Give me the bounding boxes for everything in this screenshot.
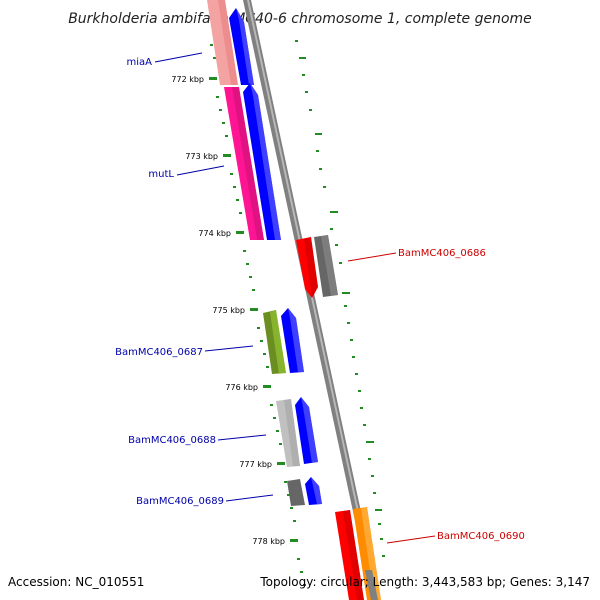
outer-scale-major-ticks: [209, 77, 298, 542]
backbone-bottom-overlay: [365, 570, 378, 600]
tick-label-778: 778 kbp: [252, 537, 285, 546]
outer-scale-dots: [210, 44, 306, 586]
label-mia-a[interactable]: miaA: [127, 57, 153, 68]
gene-bam0686-gray-shade: [321, 235, 338, 296]
gene-mia-a-outer-shade: [218, 0, 238, 85]
label-bam0690[interactable]: BamMC406_0690: [437, 531, 525, 542]
tick-label-777: 777 kbp: [239, 460, 272, 469]
accession-text: Accession: NC_010551: [8, 575, 144, 589]
gene-bam0689-blue-shade: [311, 477, 322, 504]
gene-bam0688-gray-shade: [284, 399, 300, 466]
gene-bam0687-olive-shade: [270, 310, 286, 374]
backbone-highlight: [247, 0, 378, 600]
gene-bam0690-red-shade: [343, 510, 364, 600]
gene-mut-l-inner-shade: [250, 83, 281, 240]
leader-lines: [154, 52, 436, 544]
tick-label-776: 776 kbp: [225, 383, 258, 392]
label-bam0687[interactable]: BamMC406_0687: [115, 347, 203, 358]
gene-mia-a-inner-shade: [236, 8, 254, 85]
label-mut-l[interactable]: mutL: [148, 169, 174, 180]
tick-label-772: 772 kbp: [171, 75, 204, 84]
label-bam0686[interactable]: BamMC406_0686: [398, 248, 486, 259]
gene-bam0690-orange-shade: [361, 507, 381, 600]
gene-mut-l-outer-shade: [232, 87, 264, 240]
label-bam0688[interactable]: BamMC406_0688: [128, 435, 216, 446]
inner-scale-dots: [295, 40, 385, 557]
gene-bam0687-blue-shade: [288, 308, 304, 372]
tick-label-773: 773 kbp: [185, 152, 218, 161]
genome-summary-text: Topology: circular; Length: 3,443,583 bp…: [259, 575, 590, 589]
tick-label-775: 775 kbp: [212, 306, 245, 315]
map-title: Burkholderia ambifaria MC40-6 chromosome…: [68, 11, 532, 27]
tick-label-774: 774 kbp: [198, 229, 231, 238]
gene-bam0689-gray[interactable]: [287, 479, 305, 506]
gene-bam0688-blue-shade: [301, 397, 318, 463]
gene-bam0686-red-shade: [304, 237, 318, 298]
label-bam0689[interactable]: BamMC406_0689: [136, 496, 224, 507]
